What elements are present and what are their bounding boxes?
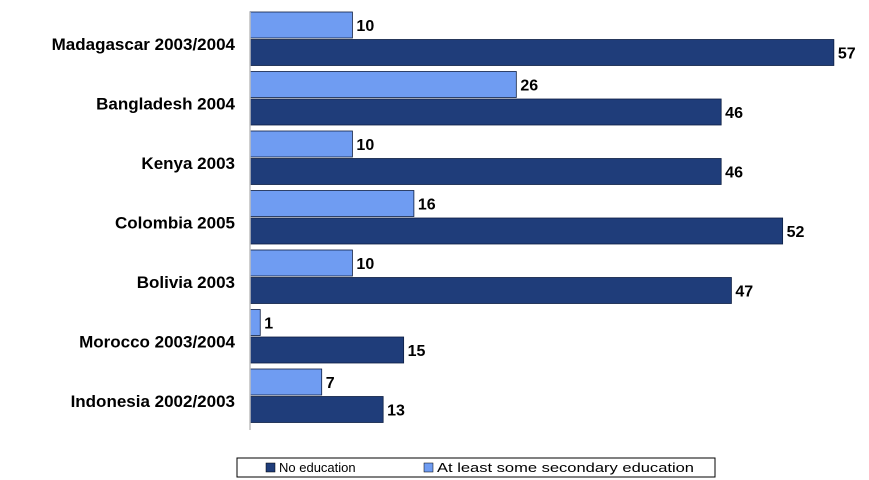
value-label-no-education-morocco-2003-2004: 15 bbox=[408, 343, 426, 360]
value-label-at-least-some-secondary-education-colombia-2005: 16 bbox=[418, 197, 436, 214]
value-label-no-education-indonesia-2002-2003: 13 bbox=[387, 403, 405, 420]
category-label-morocco-2003-2004: Morocco 2003/2004 bbox=[79, 333, 235, 352]
category-label-indonesia-2002-2003: Indonesia 2002/2003 bbox=[71, 392, 235, 411]
value-label-at-least-some-secondary-education-madagascar-2003-2004: 10 bbox=[356, 18, 374, 35]
bar-at-least-some-secondary-education-colombia-2005 bbox=[249, 190, 415, 217]
bar-no-education-morocco-2003-2004 bbox=[249, 336, 405, 364]
value-label-no-education-colombia-2005: 52 bbox=[787, 224, 805, 241]
bar-no-education-bangladesh-2004 bbox=[249, 98, 722, 126]
value-label-at-least-some-secondary-education-morocco-2003-2004: 1 bbox=[264, 316, 273, 333]
bar-at-least-some-secondary-education-morocco-2003-2004 bbox=[249, 309, 261, 336]
value-label-no-education-bolivia-2003: 47 bbox=[735, 284, 753, 301]
category-label-kenya-2003: Kenya 2003 bbox=[141, 154, 235, 173]
legend: No education At least some secondary edu… bbox=[236, 457, 716, 478]
category-axis-labels: Madagascar 2003/2004 Bangladesh 2004 Kenya… bbox=[52, 35, 236, 411]
bar-at-least-some-secondary-education-bangladesh-2004 bbox=[249, 71, 517, 98]
legend-swatch-no-education bbox=[265, 462, 276, 473]
bar-at-least-some-secondary-education-indonesia-2002-2003 bbox=[249, 368, 323, 396]
legend-label-secondary-education: At least some secondary education bbox=[437, 460, 694, 475]
bar-no-education-indonesia-2002-2003 bbox=[249, 396, 384, 423]
value-label-at-least-some-secondary-education-bangladesh-2004: 26 bbox=[520, 78, 538, 95]
bar-no-education-bolivia-2003 bbox=[249, 277, 732, 304]
bar-at-least-some-secondary-education-kenya-2003 bbox=[249, 130, 353, 158]
bar-no-education-madagascar-2003-2004 bbox=[249, 39, 835, 66]
category-label-madagascar-2003-2004: Madagascar 2003/2004 bbox=[52, 35, 236, 54]
value-label-no-education-bangladesh-2004: 46 bbox=[725, 105, 743, 122]
legend-frame bbox=[236, 457, 716, 478]
value-label-at-least-some-secondary-education-indonesia-2002-2003: 7 bbox=[326, 375, 335, 392]
value-label-no-education-kenya-2003: 46 bbox=[725, 165, 743, 182]
legend-swatch-secondary-education bbox=[423, 462, 434, 473]
bar-at-least-some-secondary-education-bolivia-2003 bbox=[249, 249, 353, 277]
bar-no-education-colombia-2005 bbox=[249, 217, 784, 245]
value-label-at-least-some-secondary-education-bolivia-2003: 10 bbox=[356, 256, 374, 273]
category-label-colombia-2005: Colombia 2005 bbox=[115, 214, 235, 233]
value-label-no-education-madagascar-2003-2004: 57 bbox=[838, 46, 856, 63]
category-label-bolivia-2003: Bolivia 2003 bbox=[137, 273, 235, 292]
bars bbox=[249, 11, 835, 423]
category-label-bangladesh-2004: Bangladesh 2004 bbox=[96, 95, 235, 114]
legend-label-no-education: No education bbox=[279, 460, 356, 475]
bar-at-least-some-secondary-education-madagascar-2003-2004 bbox=[249, 11, 353, 39]
value-label-at-least-some-secondary-education-kenya-2003: 10 bbox=[356, 137, 374, 154]
bar-no-education-kenya-2003 bbox=[249, 158, 722, 185]
data-labels: 10 57 26 46 10 46 16 52 10 47 1 15 7 13 bbox=[264, 18, 856, 420]
